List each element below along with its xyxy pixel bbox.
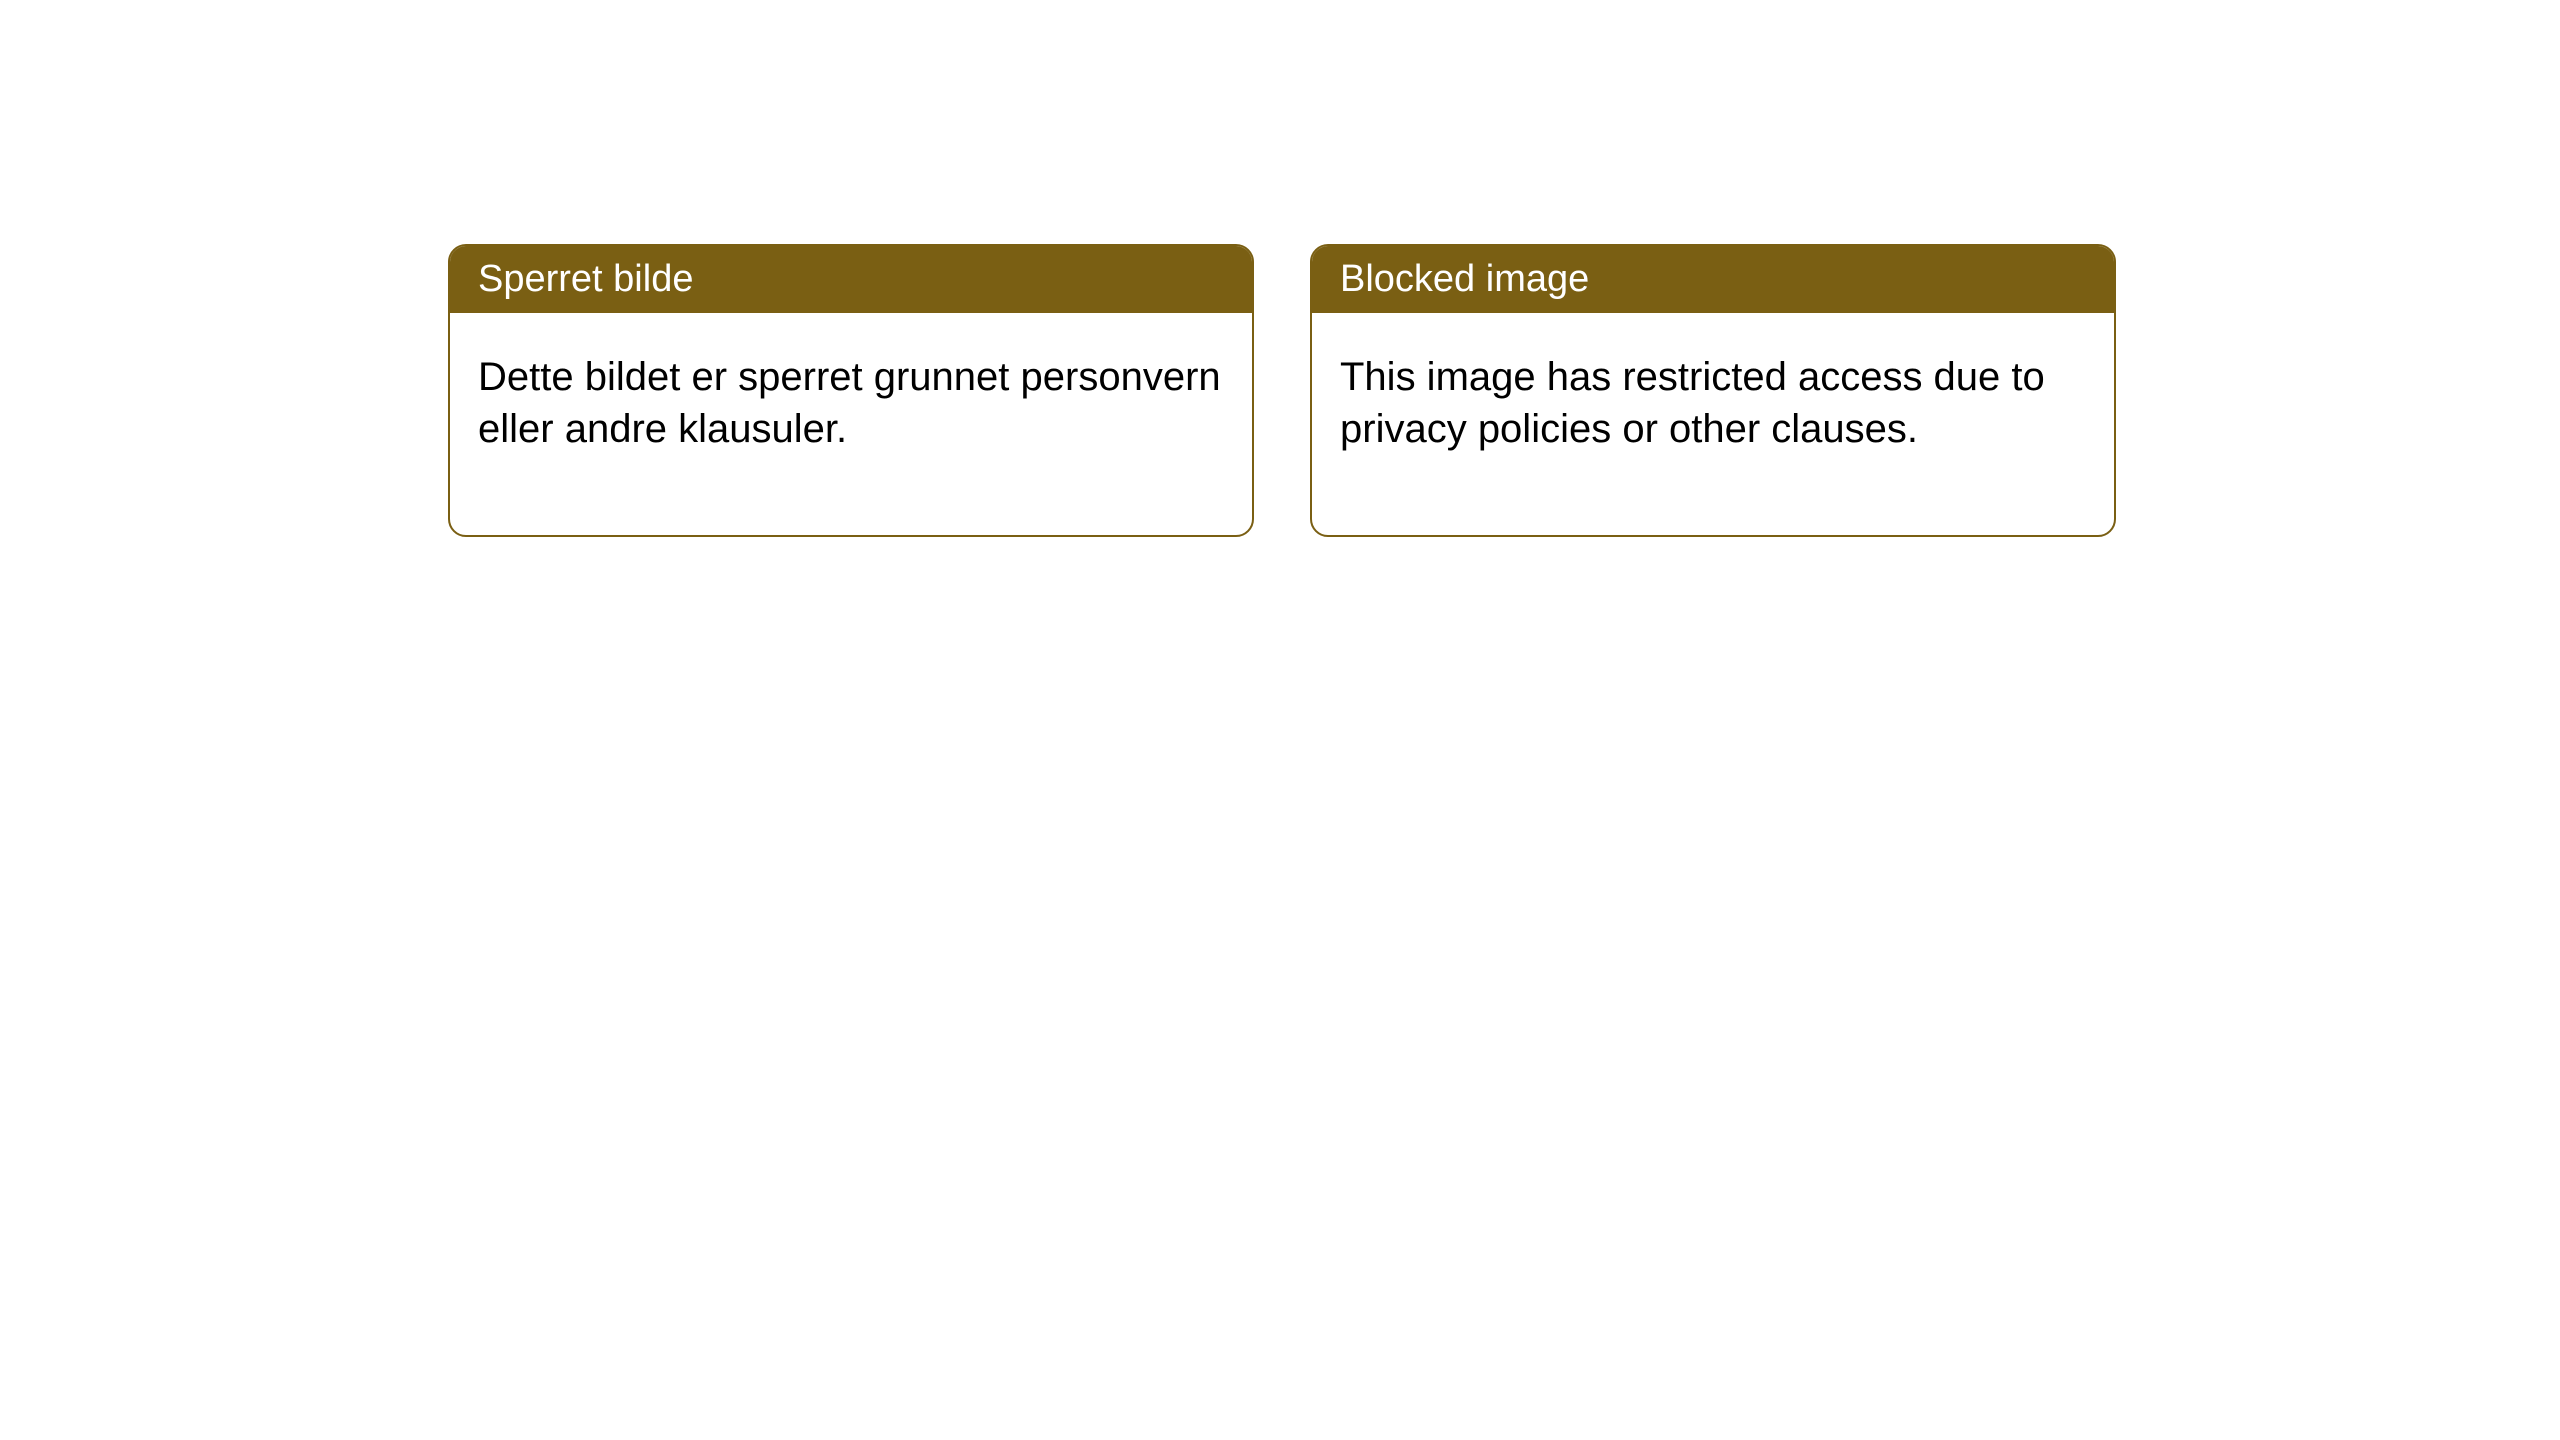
notice-card-english: Blocked image This image has restricted … xyxy=(1310,244,2116,537)
notice-body: This image has restricted access due to … xyxy=(1312,313,2114,535)
notice-card-norwegian: Sperret bilde Dette bildet er sperret gr… xyxy=(448,244,1254,537)
notice-container: Sperret bilde Dette bildet er sperret gr… xyxy=(0,0,2560,537)
notice-title: Sperret bilde xyxy=(450,246,1252,313)
notice-body: Dette bildet er sperret grunnet personve… xyxy=(450,313,1252,535)
notice-title: Blocked image xyxy=(1312,246,2114,313)
